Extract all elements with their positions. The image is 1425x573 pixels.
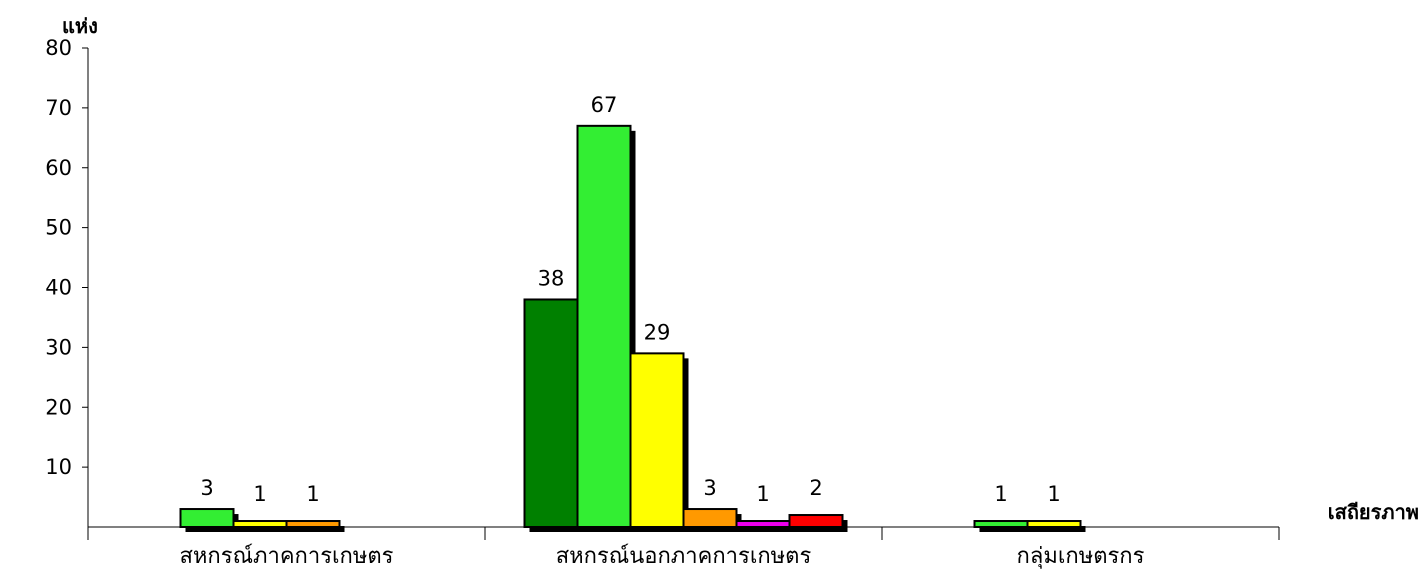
- bar-value-label: 3: [703, 476, 716, 500]
- y-tick-label: 60: [45, 156, 72, 180]
- bar: [735, 520, 791, 529]
- bar: [179, 508, 235, 529]
- bar: [788, 514, 844, 529]
- y-tick-label: 40: [45, 276, 72, 300]
- bar: [629, 352, 685, 528]
- y-tick-label: 80: [45, 36, 72, 60]
- y-axis-title: แห่ง: [62, 14, 98, 38]
- x-category-label: สหกรณ์ภาคการเกษตร: [180, 544, 394, 569]
- bar: [523, 298, 579, 528]
- bar-shadow: [979, 526, 1033, 532]
- bar-value-label: 1: [994, 482, 1007, 506]
- bar: [973, 520, 1029, 529]
- bar: [285, 520, 341, 529]
- bar-value-label: 1: [756, 482, 769, 506]
- bar-value-label: 38: [538, 266, 565, 290]
- y-tick-label: 30: [45, 335, 72, 359]
- y-tick-label: 20: [45, 395, 72, 419]
- bar-shadow: [238, 526, 292, 532]
- labels: สหกรณ์ภาคการเกษตร สหกรณ์นอกภาคการเกษตร กลุ…: [180, 93, 1145, 569]
- y-tick-label: 50: [45, 216, 72, 240]
- bar: [232, 520, 288, 529]
- bar-shadow: [1032, 526, 1086, 532]
- bar-value-label: 1: [1047, 482, 1060, 506]
- bar-shadow: [741, 526, 795, 532]
- bar-value-label: 67: [591, 93, 618, 117]
- x-axis-title: เสถียรภาพ: [1328, 500, 1419, 524]
- y-tick-label: 10: [45, 455, 72, 479]
- bar-value-label: 2: [809, 476, 822, 500]
- y-tick-label: 70: [45, 96, 72, 120]
- bar-shadow: [291, 526, 345, 532]
- bars: [179, 124, 1086, 532]
- x-category-label: กลุ่มเกษตรกร: [1017, 544, 1145, 569]
- bar: [576, 124, 632, 529]
- bar-value-label: 1: [253, 482, 266, 506]
- bar-value-label: 3: [200, 476, 213, 500]
- bar: [1026, 520, 1082, 529]
- bar-value-label: 1: [306, 482, 319, 506]
- bar: [682, 508, 738, 529]
- x-category-label: สหกรณ์นอกภาคการเกษตร: [556, 544, 812, 569]
- bar-value-label: 29: [644, 320, 671, 344]
